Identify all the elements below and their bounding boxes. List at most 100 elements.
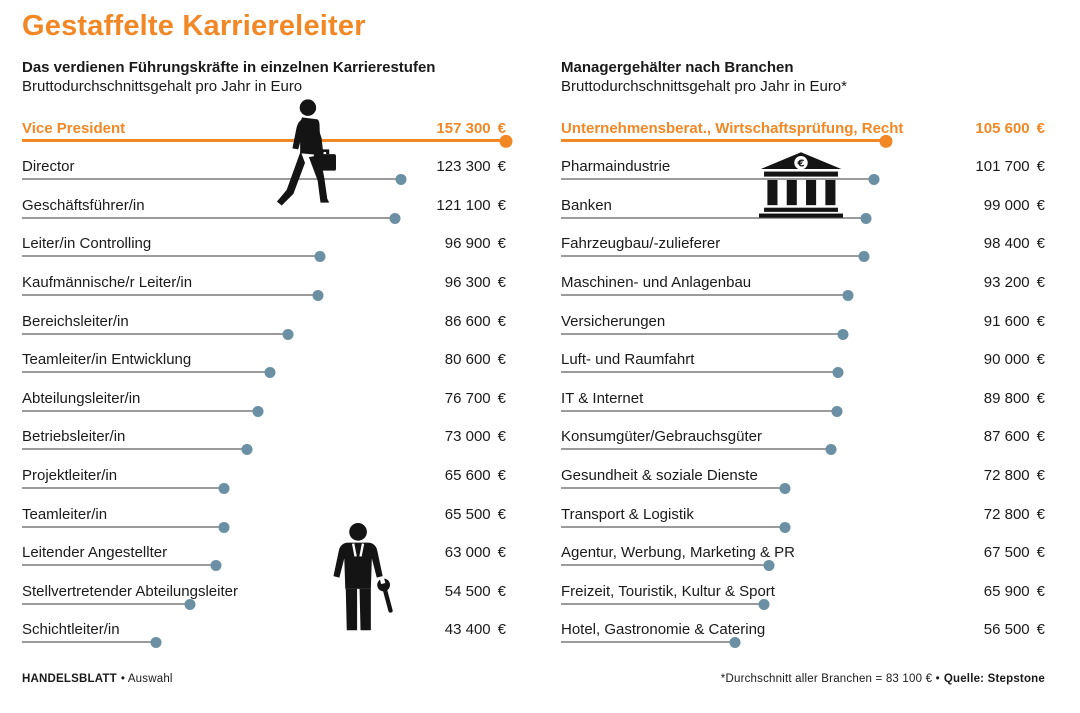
row-text: Fahrzeugbau/-zulieferer 98 400 €: [561, 235, 1045, 252]
row-text: Teamleiter/in Entwicklung 80 600 €: [22, 351, 506, 368]
row-line: [561, 641, 735, 644]
charts-container: Das verdienen Führungskräfte in einzelne…: [0, 43, 1080, 649]
row-text: IT & Internet 89 800 €: [561, 390, 1045, 407]
career-levels-rows: Vice President 157 300 € Director 123 300…: [22, 108, 513, 649]
row-label: Pharmaindustrie: [561, 158, 671, 176]
row-value-number: 89 800: [983, 389, 1030, 407]
row-text: Konsumgüter/Gebrauchsgüter 87 600 €: [561, 428, 1045, 445]
chart-row: Versicherungen 91 600 €: [561, 301, 1045, 340]
euro-sign: €: [497, 351, 506, 369]
row-text: Leitender Angestellter 63 000 €: [22, 544, 506, 561]
row-label: Schichtleiter/in: [22, 621, 120, 639]
row-value: 96 300 €: [445, 274, 506, 291]
row-line: [22, 293, 319, 296]
row-value: 87 600 €: [984, 428, 1045, 445]
chart-row: Director 123 300 €: [22, 147, 506, 186]
row-value: 67 500 €: [984, 544, 1045, 561]
row-line: [22, 448, 247, 451]
row-text: Unternehmensberat., Wirtschaftsprüfung, …: [561, 120, 1045, 137]
row-line: [22, 371, 270, 374]
row-dot: [252, 405, 264, 417]
row-value: 65 600 €: [445, 467, 506, 484]
row-value: 63 000 €: [445, 544, 506, 561]
row-line: [22, 486, 224, 489]
row-dot: [218, 482, 230, 494]
chart-row: Fahrzeugbau/-zulieferer 98 400 €: [561, 224, 1045, 263]
row-dot: [842, 289, 854, 301]
row-line: [561, 525, 785, 528]
row-value: 91 600 €: [984, 313, 1045, 330]
row-label: Agentur, Werbung, Marketing & PR: [561, 544, 796, 562]
chart-row: Freizeit, Touristik, Kultur & Sport 65 9…: [561, 571, 1045, 610]
row-line: [561, 293, 848, 296]
row-label: Gesundheit & soziale Dienste: [561, 466, 758, 484]
row-label: Luft- und Raumfahrt: [561, 351, 695, 369]
euro-sign: €: [497, 196, 506, 214]
career-levels-chart: Das verdienen Führungskräfte in einzelne…: [22, 58, 513, 649]
row-dot: [860, 212, 872, 224]
row-label: Unternehmensberat., Wirtschaftsprüfung, …: [561, 119, 904, 137]
source-credit: Quelle: Stepstone: [943, 673, 1045, 685]
row-value-number: 54 500: [444, 582, 491, 600]
businessman-walking-icon: [276, 99, 336, 206]
row-text: Vice President 157 300 €: [22, 120, 506, 137]
chart-row: Konsumgüter/Gebrauchsgüter 87 600 €: [561, 417, 1045, 456]
euro-sign: €: [1036, 505, 1045, 523]
chart-row: Gesundheit & soziale Dienste 72 800 €: [561, 455, 1045, 494]
row-value-number: 123 300: [436, 158, 491, 176]
row-value: 89 800 €: [984, 390, 1045, 407]
row-dot: [241, 444, 253, 456]
row-value-number: 121 100: [436, 196, 491, 214]
row-label: Banken: [561, 196, 612, 214]
row-value: 99 000 €: [984, 197, 1045, 214]
row-text: Abteilungsleiter/in 76 700 €: [22, 390, 506, 407]
row-value-number: 157 300: [436, 119, 491, 137]
euro-sign: €: [497, 158, 506, 176]
row-value-number: 86 600: [444, 312, 491, 330]
chart-row: Geschäftsführer/in 121 100 €: [22, 185, 506, 224]
chart-row: Transport & Logistik 72 800 €: [561, 494, 1045, 533]
euro-sign: €: [1036, 582, 1045, 600]
euro-sign: €: [497, 466, 506, 484]
row-value-number: 76 700: [444, 389, 491, 407]
row-text: Schichtleiter/in 43 400 €: [22, 621, 506, 638]
row-line: [561, 371, 838, 374]
euro-sign: €: [1036, 235, 1045, 253]
row-line: [22, 139, 506, 143]
row-label: Director: [22, 158, 75, 176]
euro-sign: €: [497, 505, 506, 523]
chart-heading: Das verdienen Führungskräfte in einzelne…: [22, 59, 436, 76]
chart-row: Unternehmensberat., Wirtschaftsprüfung, …: [561, 108, 1045, 148]
row-value-number: 73 000: [444, 428, 491, 446]
row-line: [561, 409, 838, 412]
row-value: 101 700 €: [975, 158, 1045, 175]
row-dot: [264, 367, 276, 379]
row-label: Leitender Angestellter: [22, 544, 168, 562]
row-dot: [858, 251, 870, 263]
footnote: *Durchschnitt aller Branchen = 83 100 € …: [720, 673, 940, 685]
row-text: Kaufmännische/r Leiter/in 96 300 €: [22, 274, 506, 291]
chart-row: Bereichsleiter/in 86 600 €: [22, 301, 506, 340]
euro-sign: €: [497, 582, 506, 600]
row-value: 121 100 €: [436, 197, 506, 214]
row-label: Projektleiter/in: [22, 466, 118, 484]
chart-row: Luft- und Raumfahrt 90 000 €: [561, 340, 1045, 379]
row-text: Freizeit, Touristik, Kultur & Sport 65 9…: [561, 583, 1045, 600]
row-label: Kaufmännische/r Leiter/in: [22, 273, 193, 291]
row-value: 76 700 €: [445, 390, 506, 407]
row-dot: [832, 367, 844, 379]
row-text: Leiter/in Controlling 96 900 €: [22, 235, 506, 252]
euro-sign: €: [497, 389, 506, 407]
row-line: [22, 564, 216, 567]
row-value-number: 65 500: [444, 505, 491, 523]
row-text: Stellvertretender Abteilungsleiter 54 50…: [22, 583, 506, 600]
chart-row: Kaufmännische/r Leiter/in 96 300 €: [22, 262, 506, 301]
chart-row: Projektleiter/in 65 600 €: [22, 455, 506, 494]
chart-row: Hotel, Gastronomie & Catering 56 500 €: [561, 610, 1045, 649]
chart-row: Betriebsleiter/in 73 000 €: [22, 417, 506, 456]
chart-row: Vice President 157 300 €: [22, 108, 513, 148]
euro-sign: €: [1036, 196, 1045, 214]
chart-subheading: Bruttodurchschnittsgehalt pro Jahr in Eu…: [22, 78, 303, 95]
worker-wrench-icon: [333, 522, 393, 631]
row-value: 86 600 €: [445, 313, 506, 330]
